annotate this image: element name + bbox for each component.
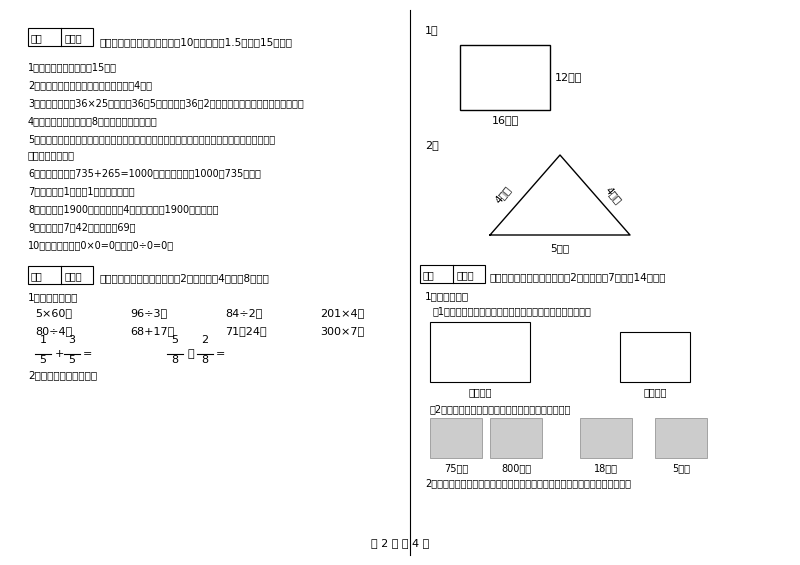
Text: 评卷人: 评卷人 <box>457 270 474 280</box>
Text: 7．（　　）1吨棉与1吨棉花一样重。: 7．（ ）1吨棉与1吨棉花一样重。 <box>28 186 134 196</box>
Text: 3: 3 <box>69 335 75 345</box>
Text: 68+17＝: 68+17＝ <box>130 326 174 336</box>
Bar <box>420 265 485 283</box>
Text: =: = <box>216 349 226 359</box>
Text: 800千米: 800千米 <box>501 463 531 473</box>
Text: 1．: 1． <box>425 25 438 35</box>
Text: 1: 1 <box>39 335 46 345</box>
Text: （2）、把每小叶行的路程与合适的出行方式连起来。: （2）、把每小叶行的路程与合适的出行方式连起来。 <box>430 404 571 414</box>
Text: 5: 5 <box>171 335 178 345</box>
Text: 1．实践操作：: 1．实践操作： <box>425 291 469 301</box>
Text: 评卷人: 评卷人 <box>65 271 82 281</box>
Text: 得分: 得分 <box>423 270 434 280</box>
Text: 4．（　　）一个两位乘8，积一定也是两为数。: 4．（ ）一个两位乘8，积一定也是两为数。 <box>28 116 158 126</box>
Text: 5×60＝: 5×60＝ <box>35 308 72 318</box>
Text: 8: 8 <box>171 355 178 365</box>
Text: 2．（　　）正方形的周长是它的边长的4倍。: 2．（ ）正方形的周长是它的边长的4倍。 <box>28 80 152 90</box>
Text: 80÷4＝: 80÷4＝ <box>35 326 72 336</box>
Text: （　　）: （ ） <box>468 387 492 397</box>
Text: 5: 5 <box>39 355 46 365</box>
Text: 4分米: 4分米 <box>603 184 623 206</box>
Text: 201×4＝: 201×4＝ <box>320 308 364 318</box>
Text: 得分: 得分 <box>31 33 42 43</box>
Bar <box>620 332 690 382</box>
Bar <box>460 45 550 110</box>
Text: 300×7＝: 300×7＝ <box>320 326 364 336</box>
Text: 四、看清题目，细心计算（共2小题，每题4分，共8分）。: 四、看清题目，细心计算（共2小题，每题4分，共8分）。 <box>99 273 269 283</box>
Text: 三、仔细推敲，正确判断（共10小题，每题1.5分，共15分）。: 三、仔细推敲，正确判断（共10小题，每题1.5分，共15分）。 <box>99 37 292 47</box>
Text: 16厘米: 16厘米 <box>491 115 518 125</box>
Bar <box>28 266 93 284</box>
Bar <box>28 28 93 46</box>
Text: 8．（　　）1900年的年份数是4的倍数，所以1900年是闰年。: 8．（ ）1900年的年份数是4的倍数，所以1900年是闰年。 <box>28 204 218 214</box>
Text: 4分米: 4分米 <box>493 184 513 206</box>
Bar <box>580 418 632 458</box>
Bar <box>655 418 707 458</box>
Text: （1）、量出下面各图形中每条边的长度。（以毫米为单位）: （1）、量出下面各图形中每条边的长度。（以毫米为单位） <box>433 306 592 316</box>
Text: 12厘米: 12厘米 <box>555 72 582 82</box>
Text: （　　）: （ ） <box>643 387 666 397</box>
Text: 方形的周长相等。: 方形的周长相等。 <box>28 150 75 160</box>
Text: 2: 2 <box>202 335 209 345</box>
Text: 10．（　　）因为0×0=0，所以0÷0=0。: 10．（ ）因为0×0=0，所以0÷0=0。 <box>28 240 174 250</box>
Text: 5分米: 5分米 <box>550 243 570 253</box>
Text: 1．（　　）李老师身高15米。: 1．（ ）李老师身高15米。 <box>28 62 117 72</box>
Text: 6．（　　）根据735+265=1000，可以直接写出1000－735的差。: 6．（ ）根据735+265=1000，可以直接写出1000－735的差。 <box>28 168 261 178</box>
Text: 第 2 页 共 4 页: 第 2 页 共 4 页 <box>371 538 429 548</box>
Text: 得分: 得分 <box>31 271 42 281</box>
Text: 5．（　　　）用同一条铁丝先围成一个最大的正方形，再围成一个最大的长方形，长方形和正: 5．（ ）用同一条铁丝先围成一个最大的正方形，再围成一个最大的长方形，长方形和正 <box>28 134 275 144</box>
Text: 5: 5 <box>69 355 75 365</box>
Text: 2．: 2． <box>425 140 438 150</box>
Bar <box>490 418 542 458</box>
Text: +: + <box>55 349 64 359</box>
Text: 1．直接写得数。: 1．直接写得数。 <box>28 292 78 302</box>
Text: 96÷3＝: 96÷3＝ <box>130 308 167 318</box>
Bar <box>430 418 482 458</box>
Text: 2．下面是超市里的水果价格表，明明的妈妈要买下面的东西，需付多少钱呢？: 2．下面是超市里的水果价格表，明明的妈妈要买下面的东西，需付多少钱呢？ <box>425 478 631 488</box>
Text: 71－24＝: 71－24＝ <box>225 326 266 336</box>
Text: 评卷人: 评卷人 <box>65 33 82 43</box>
Text: 8: 8 <box>202 355 209 365</box>
Text: 2．求下面图形的周长。: 2．求下面图形的周长。 <box>28 370 97 380</box>
Text: －: － <box>187 349 194 359</box>
Text: 3．（　　）计算36×25时，先把36和5相乘，再把36和2相乘，最后把两次乘得的结果相加。: 3．（ ）计算36×25时，先把36和5相乘，再把36和2相乘，最后把两次乘得的… <box>28 98 304 108</box>
Text: =: = <box>83 349 92 359</box>
Text: 18千米: 18千米 <box>594 463 618 473</box>
Bar <box>430 322 530 382</box>
Text: 五、认真思考，综合能力（共2小题，每题7分，共14分）。: 五、认真思考，综合能力（共2小题，每题7分，共14分）。 <box>490 272 666 282</box>
Text: 9．（　　）7个42相加的和是69。: 9．（ ）7个42相加的和是69。 <box>28 222 135 232</box>
Text: 75千米: 75千米 <box>444 463 468 473</box>
Text: 84÷2＝: 84÷2＝ <box>225 308 262 318</box>
Text: 5千米: 5千米 <box>672 463 690 473</box>
